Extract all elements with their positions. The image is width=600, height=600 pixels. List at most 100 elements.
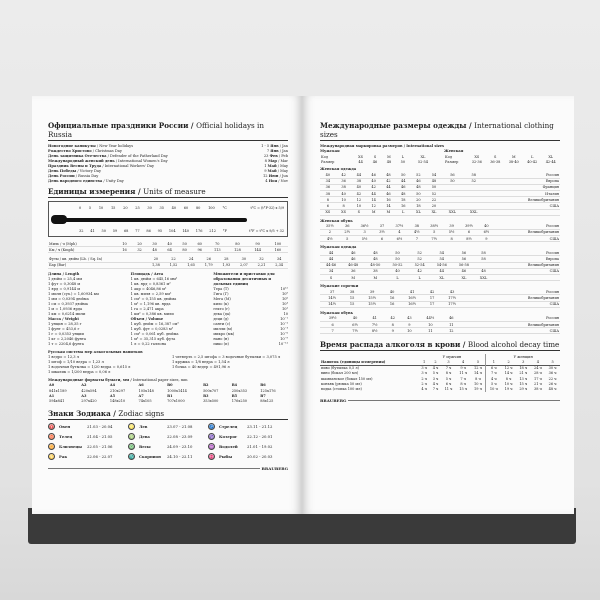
cell: 160 xyxy=(267,246,288,254)
prefix-row: кило (к) 10³ xyxy=(213,302,288,307)
zodiac-dates: 24.10 - 22.11 xyxy=(167,453,193,459)
mass-item: 1 кг = 2,2046 фунта xyxy=(48,336,87,341)
alcohol-cell: 3 ч xyxy=(421,366,427,371)
size-cell: 43 xyxy=(401,315,418,322)
size-cell: Великобритания xyxy=(478,294,560,302)
paper-size: 210x297 xyxy=(109,388,126,393)
weight-group: 5 xyxy=(476,360,480,365)
alcohol-cell: 26 ч xyxy=(548,381,557,386)
size-row: 2 2½ 3 3½ 4 4½ 5 5½ 6 6½ Великобритания xyxy=(320,229,560,237)
size-cell: 50 xyxy=(386,255,409,263)
size-cell: 46 xyxy=(452,268,475,276)
size-cell: Франция xyxy=(484,184,560,191)
size-cell: 36 xyxy=(339,223,355,230)
zodiac-dates: 22.05 - 21.06 xyxy=(87,443,113,449)
size-cell: Россия xyxy=(499,250,560,257)
size-cell: 6½ xyxy=(389,235,410,243)
holiday-row: Новогодние каникулы / New Year holidays 1… xyxy=(48,144,288,149)
length-item: 1 дюйм = 25,4 мм xyxy=(48,276,82,281)
alcohol-cell: 8 ч xyxy=(475,376,481,381)
size-cell: 6½ xyxy=(478,229,494,237)
size-cell: 56 xyxy=(441,172,464,179)
size-row: 40 42 44 46 48 50 52 54 56 58 Россия xyxy=(320,172,560,179)
holiday-name: День защитника Отечества / Defender of t… xyxy=(48,154,168,158)
cell: 24 xyxy=(182,256,200,263)
measure-item: 1 штоф = 1/10 ведра = 1,23 л xyxy=(48,359,104,364)
zodiac-item: ♓ Рыбы 20.02 - 20.03 xyxy=(208,452,288,460)
alcohol-cell: 7 ч xyxy=(485,370,502,377)
size-cell: 5 xyxy=(339,235,355,243)
size-table: 40 42 44 46 48 50 52 54 56 58 Россия 34 36 38 40 42 44 46… xyxy=(320,172,560,216)
size-cell: 58 xyxy=(474,255,493,263)
holiday-row: День защитника Отечества / Defender of t… xyxy=(48,154,288,159)
size-cell: 46 xyxy=(443,315,460,322)
size-cell: 5½ xyxy=(444,229,460,237)
cell: 128 xyxy=(227,246,248,254)
length-title: Длина / Length xyxy=(48,271,80,276)
size-cell xyxy=(469,321,475,329)
size-cell xyxy=(474,262,493,269)
size-cell: XL xyxy=(452,274,475,282)
holiday-ru: День защитника Отечества xyxy=(48,154,107,158)
zodiac-name: Водолей xyxy=(219,443,238,449)
size-cell: 39 xyxy=(444,223,460,230)
size-cell: 9 xyxy=(384,327,402,335)
scale-tick-label: 25 xyxy=(135,206,140,210)
scale-tick-label: 95 xyxy=(157,229,163,233)
holiday-day: 1 xyxy=(264,164,267,168)
size-cell: 50 xyxy=(441,178,464,185)
size-cell: 54 xyxy=(430,255,453,263)
size-cell xyxy=(464,315,470,322)
cell: 20 xyxy=(132,241,148,248)
zodiac-title: Знаки Зодиака / Zodiac signs xyxy=(48,409,288,420)
size-cell: 42 xyxy=(384,315,402,322)
size-cell: 20 xyxy=(426,202,442,210)
size-cell: 35½ xyxy=(320,223,340,230)
paper-format: B7 xyxy=(260,393,266,398)
zodiac-sign-icon: ♊ xyxy=(48,442,55,450)
scale-tick-label: 60 xyxy=(183,206,189,210)
cell: 80 xyxy=(227,241,248,248)
paper-size: 88x125 xyxy=(260,398,274,403)
alcohol-cell: 29 ч xyxy=(519,387,528,392)
size-cell: 48 xyxy=(474,268,493,276)
size-cell: 16 xyxy=(381,196,396,204)
size-cell: 46 xyxy=(366,172,382,179)
zodiac-item: ♑ Козерог 22.12 - 20.01 xyxy=(208,432,288,440)
area-item: 1 акр = 4046,86 м² xyxy=(130,286,167,291)
size-row: 37 38 39 40 41 42 43 Россия xyxy=(320,289,560,296)
scale-tick-label: 32 xyxy=(79,229,84,233)
marking-title: Международная маркировка размеров / Inte… xyxy=(320,144,445,148)
scale-tick-label: 15 xyxy=(110,206,116,210)
alcohol-cell: 9 ч xyxy=(460,366,466,371)
size-cell: 46 xyxy=(342,250,365,257)
cell: 2,21 xyxy=(252,262,271,269)
length-item: 1 фут = 0,3048 м xyxy=(48,281,81,286)
alcohol-cell: 10 ч xyxy=(474,381,482,386)
speed-row: Миль / ч (Mph) 10 20 30 40 50 60 70 80 90 100 xyxy=(48,241,288,248)
size-cell: 44 xyxy=(351,172,367,179)
size-cell: 50 xyxy=(426,184,442,191)
size-cell: 46 xyxy=(381,190,396,198)
holiday-month-en: Jan xyxy=(282,149,288,153)
women-group: У женщин xyxy=(485,354,560,360)
alcohol-cell: 6 ч xyxy=(445,381,452,386)
zodiac-dates: 22.06 - 22.07 xyxy=(87,453,113,459)
cell: M xyxy=(387,154,391,159)
size-cell: 7½ xyxy=(345,327,365,335)
size-cell: 36 xyxy=(342,268,365,276)
size-cell xyxy=(495,274,500,282)
size-cell: 9 xyxy=(401,321,418,329)
size-cell: 48 xyxy=(381,172,396,179)
holiday-en: Christmas Day xyxy=(95,149,122,153)
size-cell: Европа xyxy=(499,255,560,263)
size-cell: 42 xyxy=(424,289,440,296)
size-cell: 40 xyxy=(335,190,352,198)
size-cell: L xyxy=(408,274,431,282)
alcohol-cell: 4 ч xyxy=(432,381,439,386)
size-section-title: Женская обувь xyxy=(320,218,353,223)
size-row: 38 40 42 44 46 48 50 52 Италия xyxy=(320,190,560,198)
size-cell: 54 xyxy=(430,250,453,257)
mass-item: 1 т = 2204,6 фунта xyxy=(48,341,84,346)
